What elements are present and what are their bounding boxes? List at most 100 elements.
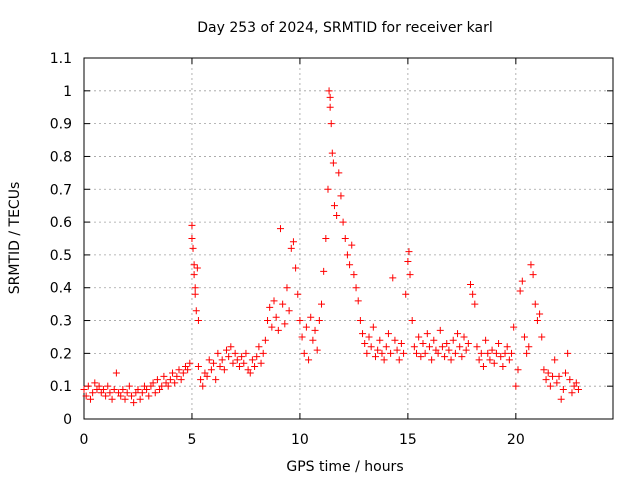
data-point [276, 225, 284, 233]
data-point [520, 333, 528, 341]
data-point [223, 346, 231, 354]
data-point [359, 330, 367, 338]
data-point [84, 382, 92, 390]
data-point [363, 349, 371, 357]
data-point [177, 376, 185, 384]
data-point [95, 382, 103, 390]
data-point [503, 343, 511, 351]
data-point [205, 356, 213, 364]
data-point [553, 379, 561, 387]
data-point [405, 248, 413, 256]
data-point [566, 376, 574, 384]
data-point [361, 340, 369, 348]
data-point [380, 356, 388, 364]
data-point [395, 356, 403, 364]
data-point [445, 346, 453, 354]
data-point [238, 353, 246, 361]
data-point [298, 333, 306, 341]
y-tick-label: 0.2 [50, 346, 72, 362]
data-point [89, 389, 97, 397]
data-point [218, 356, 226, 364]
data-point [421, 349, 429, 357]
data-point [343, 251, 351, 259]
data-point [495, 340, 503, 348]
data-point [333, 212, 341, 220]
data-point [447, 356, 455, 364]
data-point [425, 343, 433, 351]
data-point [189, 244, 197, 252]
data-point [158, 382, 166, 390]
data-point [82, 392, 90, 400]
data-point [441, 353, 449, 361]
data-point [171, 379, 179, 387]
data-point [402, 290, 410, 298]
data-point [561, 369, 569, 377]
x-tick-label: 10 [291, 432, 309, 448]
data-point [387, 349, 395, 357]
data-point [382, 343, 390, 351]
data-point [229, 359, 237, 367]
y-tick-label: 0.4 [50, 281, 72, 297]
data-point [443, 340, 451, 348]
data-point [188, 221, 196, 229]
x-tick-label: 5 [187, 432, 196, 448]
data-point [449, 336, 457, 344]
data-point [434, 349, 442, 357]
data-point [149, 379, 157, 387]
data-point [108, 395, 116, 403]
data-point [207, 366, 215, 374]
data-point [356, 317, 364, 325]
data-point [516, 287, 524, 295]
data-point [527, 261, 535, 269]
data-point [533, 317, 541, 325]
data-point [136, 395, 144, 403]
data-point [191, 290, 199, 298]
data-point [210, 359, 218, 367]
data-point [184, 366, 192, 374]
data-point [328, 149, 336, 157]
data-point [193, 264, 201, 272]
grid [84, 58, 613, 419]
data-point [572, 379, 580, 387]
data-point [339, 218, 347, 226]
data-point [123, 389, 131, 397]
data-point [169, 369, 177, 377]
data-point [240, 359, 248, 367]
data-point [318, 300, 326, 308]
data-point [188, 235, 196, 242]
data-point [546, 382, 554, 390]
data-point [104, 382, 112, 390]
data-point [406, 271, 414, 279]
data-point [80, 385, 88, 393]
data-point [138, 389, 146, 397]
data-point [134, 385, 142, 393]
data-point [246, 369, 254, 377]
data-point [300, 349, 308, 357]
data-point [337, 192, 345, 200]
y-tick-label: 0.7 [50, 182, 72, 198]
data-point [555, 372, 563, 380]
data-point [257, 359, 265, 367]
plot-frame [83, 57, 614, 420]
data-point [473, 343, 481, 351]
y-tick-label: 0.1 [50, 379, 72, 395]
data-point [514, 366, 522, 374]
data-point [173, 372, 181, 380]
data-point [220, 366, 228, 374]
data-point [231, 349, 239, 357]
data-point [348, 241, 356, 249]
data-point [203, 372, 211, 380]
data-point [371, 353, 379, 361]
data-point [199, 382, 207, 390]
data-point [179, 369, 187, 377]
y-tick-label: 0.5 [50, 248, 72, 264]
data-point [525, 343, 533, 351]
data-point [475, 356, 483, 364]
data-point [559, 385, 567, 393]
data-point [242, 349, 250, 357]
y-tick-label: 0.8 [50, 149, 72, 165]
data-point [281, 320, 289, 328]
data-points [80, 87, 582, 407]
y-axis-label: SRMTID / TECUs [7, 182, 23, 295]
data-point [164, 382, 172, 390]
